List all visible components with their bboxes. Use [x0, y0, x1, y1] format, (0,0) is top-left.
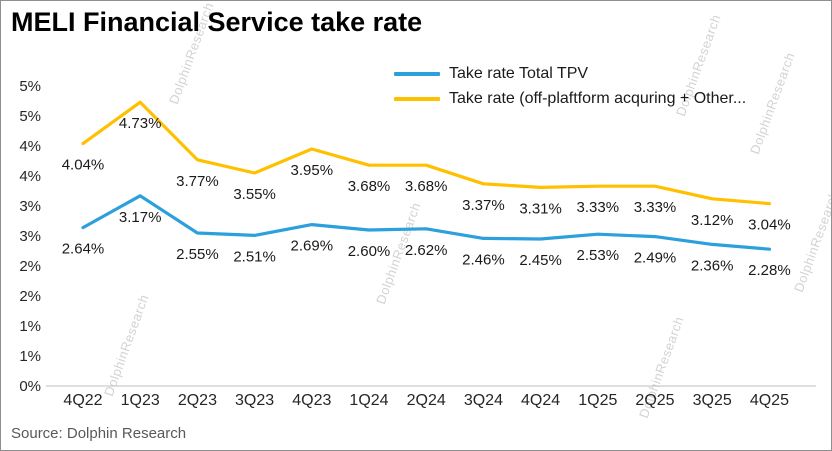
- svg-text:3Q24: 3Q24: [464, 392, 503, 409]
- data-label: 3.12%: [691, 212, 734, 229]
- series-1: 4.04% 4.73% 3.77% 3.55% 3.95% 3.68% 3.68% 3.37%…: [62, 100, 791, 234]
- data-label: 2.46%: [462, 251, 505, 268]
- svg-text:3Q23: 3Q23: [235, 392, 274, 409]
- data-label: 3.68%: [348, 178, 391, 195]
- data-label: 3.77%: [176, 173, 219, 190]
- data-label: 2.69%: [291, 238, 334, 255]
- legend-item-off-platform: Take rate (off-plaftform acquring + Othe…: [394, 90, 831, 108]
- data-label: 2.53%: [577, 247, 620, 264]
- data-label: 2.60%: [348, 243, 391, 260]
- svg-text:2Q25: 2Q25: [635, 392, 674, 409]
- data-label: 4.73%: [119, 115, 162, 132]
- legend-label-off-platform: Take rate (off-plaftform acquring + Othe…: [449, 90, 747, 107]
- svg-text:1%: 1%: [19, 318, 41, 335]
- svg-text:1Q25: 1Q25: [578, 392, 617, 409]
- svg-text:1%: 1%: [19, 348, 41, 365]
- data-label: 2.36%: [691, 257, 734, 274]
- svg-text:3%: 3%: [19, 198, 41, 215]
- data-label: 3.31%: [519, 200, 562, 217]
- data-label: 2.64%: [62, 241, 105, 258]
- chart-title: MELI Financial Service take rate: [11, 7, 423, 37]
- y-axis-labels: 0% 1% 1% 2% 2% 3% 3% 4% 4% 5% 5%: [19, 78, 41, 395]
- data-label: 2.45%: [519, 252, 562, 269]
- source-note: Source: Dolphin Research: [11, 425, 187, 442]
- data-label: 3.04%: [748, 217, 791, 234]
- svg-text:4%: 4%: [19, 138, 41, 155]
- svg-text:5%: 5%: [19, 108, 41, 125]
- legend-label-total-tpv: Take rate Total TPV: [449, 65, 589, 82]
- svg-text:3%: 3%: [19, 228, 41, 245]
- svg-text:1Q24: 1Q24: [349, 392, 388, 409]
- svg-text:0%: 0%: [19, 378, 41, 395]
- svg-text:5%: 5%: [19, 78, 41, 95]
- legend-item-total-tpv: Take rate Total TPV: [394, 65, 831, 83]
- data-label: 3.33%: [634, 199, 677, 216]
- data-label: 3.33%: [577, 199, 620, 216]
- series-line-1: [81, 100, 772, 206]
- data-label: 3.95%: [291, 162, 334, 179]
- svg-text:4Q24: 4Q24: [521, 392, 560, 409]
- legend-swatch-blue-line: [394, 72, 440, 76]
- data-label: 2.28%: [748, 262, 791, 279]
- data-label: 3.37%: [462, 197, 505, 214]
- svg-text:1Q23: 1Q23: [121, 392, 160, 409]
- svg-text:3Q25: 3Q25: [693, 392, 732, 409]
- svg-text:4Q25: 4Q25: [750, 392, 789, 409]
- data-label: 2.55%: [176, 246, 219, 263]
- series-line-0: [81, 194, 772, 251]
- data-label: 2.51%: [233, 248, 276, 265]
- svg-text:4Q22: 4Q22: [63, 392, 102, 409]
- data-label: 3.17%: [119, 209, 162, 226]
- svg-text:2Q23: 2Q23: [178, 392, 217, 409]
- data-label: 3.55%: [233, 186, 276, 203]
- svg-text:2%: 2%: [19, 288, 41, 305]
- data-label: 2.62%: [405, 242, 448, 259]
- svg-text:4Q23: 4Q23: [292, 392, 331, 409]
- svg-text:4%: 4%: [19, 168, 41, 185]
- series-0: 2.64% 3.17% 2.55% 2.51% 2.69% 2.60% 2.62% 2.46%…: [62, 194, 791, 279]
- chart-legend: Take rate Total TPV Take rate (off-plaft…: [394, 65, 831, 108]
- legend-swatch-yellow-line: [394, 97, 440, 101]
- data-label: 4.04%: [62, 157, 105, 174]
- data-label: 3.68%: [405, 178, 448, 195]
- data-label: 2.49%: [634, 250, 677, 267]
- x-axis-labels: 4Q22 1Q23 2Q23 3Q23 4Q23 1Q24 2Q24 3Q24 4Q24 1Q25…: [63, 392, 789, 409]
- axes: 0%1%1%2%2%3%3%4%4%5%5%4Q22 1Q23 2Q23 3Q23 4Q…: [19, 78, 816, 409]
- svg-text:2%: 2%: [19, 258, 41, 275]
- svg-text:2Q24: 2Q24: [407, 392, 446, 409]
